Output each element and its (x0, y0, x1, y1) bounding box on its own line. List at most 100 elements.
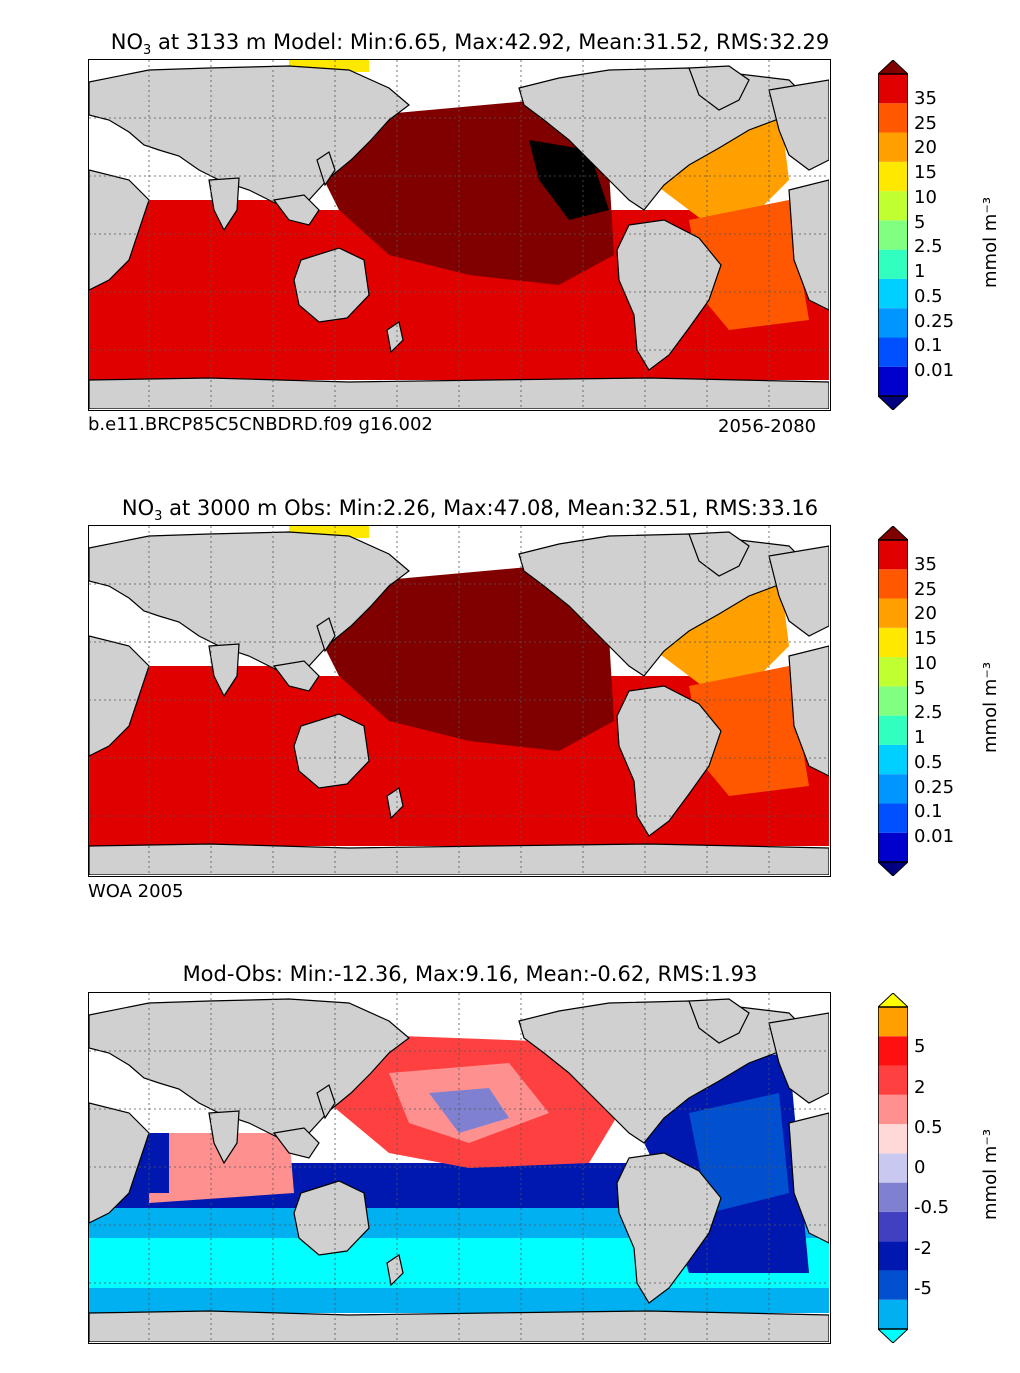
colorbar-tick-label: 5 (914, 1036, 926, 1058)
colorbar-swatch (878, 715, 908, 745)
colorbar-swatch (878, 1241, 908, 1271)
land-africaEast (788, 179, 829, 311)
colorbar-tick-label: 10 (914, 652, 937, 674)
colorbar-swatch (878, 1094, 908, 1125)
colorbar-swatch (878, 686, 908, 716)
model-colorbar (878, 60, 908, 410)
colorbar-tick-label: 5 (914, 677, 926, 699)
field-region-south-atlantic (689, 666, 809, 796)
field-region-indian-ocean (149, 1133, 294, 1203)
field-region-pacific-negative (429, 1088, 509, 1133)
land-india (208, 1110, 240, 1165)
colorbar-swatch (878, 1182, 908, 1212)
colorbar-swatch (878, 1036, 908, 1066)
colorbar-tick-label: 20 (914, 603, 937, 625)
colorbar-swatch (878, 774, 908, 804)
colorbar-swatch (878, 832, 908, 862)
colorbar-tick-label: 0.5 (914, 285, 943, 307)
colorbar-tick-label: 35 (914, 553, 937, 575)
model-colorbar-label: mmol m⁻³ (980, 196, 1001, 288)
colorbar-max-extend (878, 60, 908, 75)
colorbar-swatch (878, 1065, 908, 1095)
colorbar-tick-label: 1 (914, 261, 926, 283)
colorbar-tick-label: -0.5 (914, 1197, 950, 1219)
colorbar-swatch (878, 657, 908, 687)
colorbar-tick-label: 0.1 (914, 335, 943, 357)
colorbar-swatch (878, 308, 908, 338)
land-india (208, 643, 240, 698)
land-africaWest (89, 635, 150, 757)
colorbar-tick-label: 0.5 (914, 1116, 943, 1138)
obs-colorbar-label: mmol m⁻³ (980, 661, 1001, 753)
obs-map (88, 525, 831, 877)
colorbar-swatch (878, 1007, 908, 1037)
land-africaWest (89, 169, 150, 291)
colorbar-swatch (878, 1211, 908, 1242)
land-southAmerica (616, 219, 722, 371)
colorbar-swatch (878, 337, 908, 367)
colorbar-tick-label: 0.25 (914, 776, 955, 798)
colorbar-swatch (878, 74, 908, 104)
colorbar-swatch (878, 1299, 908, 1329)
colorbar-swatch (878, 220, 908, 250)
colorbar-swatch (878, 132, 908, 162)
field-region-atlantic-deep (689, 1093, 789, 1213)
colorbar-tick-label: 25 (914, 578, 937, 600)
colorbar-swatch (878, 540, 908, 570)
field-region-indian-ocean (129, 666, 299, 826)
land-africaEast (788, 645, 829, 777)
colorbar-max-extend (878, 526, 908, 541)
land-australia (293, 713, 370, 789)
land-europe (768, 79, 829, 171)
land-greenland (688, 531, 750, 577)
land-nz (386, 787, 404, 820)
colorbar-tick-label: 5 (914, 211, 926, 233)
colorbar-tick-label: 1 (914, 727, 926, 749)
land-australia (293, 1180, 370, 1256)
colorbar-tick-label: 25 (914, 112, 937, 134)
obs-colorbar (878, 526, 908, 876)
model-period-caption: 2056-2080 (718, 416, 817, 437)
colorbar-tick-label: 15 (914, 628, 937, 650)
land-antarctica (89, 1310, 829, 1342)
field-region-indian-ocean (129, 200, 299, 360)
colorbar-frame (878, 539, 908, 863)
colorbar-tick-label: 2.5 (914, 702, 943, 724)
land-seAsia (272, 660, 320, 692)
land-greenland (688, 65, 750, 111)
colorbar-tick-label: -2 (914, 1237, 932, 1259)
colorbar-frame (878, 73, 908, 397)
colorbar-tick-label: 15 (914, 162, 937, 184)
colorbar-swatch (878, 1153, 908, 1183)
colorbar-swatch (878, 1124, 908, 1154)
colorbar-tick-label: 0 (914, 1157, 926, 1178)
colorbar-tick-label: 35 (914, 87, 937, 109)
colorbar-swatch (878, 744, 908, 775)
colorbar-swatch (878, 803, 908, 833)
land-antarctica (89, 377, 829, 409)
land-africaEast (788, 1112, 829, 1244)
land-antarctica (89, 843, 829, 875)
colorbar-min-extend (878, 861, 908, 876)
panel-3-title: Mod-Obs: Min:-12.36, Max:9.16, Mean:-0.6… (182, 962, 758, 986)
colorbar-tick-label: 0.01 (914, 826, 955, 848)
colorbar-swatch (878, 249, 908, 279)
colorbar-tick-label: 0.01 (914, 360, 955, 382)
colorbar-swatch (878, 191, 908, 221)
colorbar-swatch (878, 569, 908, 599)
colorbar-tick-label: 10 (914, 186, 937, 208)
colorbar-swatch (878, 627, 908, 658)
colorbar-min-extend (878, 395, 908, 410)
obs-source-caption: WOA 2005 (88, 881, 184, 902)
colorbar-tick-label: -5 (914, 1277, 932, 1299)
field-region-north-pacific (319, 566, 614, 751)
colorbar-swatch (878, 278, 908, 309)
colorbar-tick-label: 0.5 (914, 751, 943, 773)
difference-colorbar-label: mmol m⁻³ (980, 1128, 1001, 1220)
land-india (208, 177, 240, 232)
colorbar-tick-label: 20 (914, 137, 937, 159)
land-nz (386, 321, 404, 354)
colorbar-swatch (878, 161, 908, 192)
difference-colorbar (878, 993, 908, 1343)
model-case-caption: b.e11.BRCP85C5CNBDRD.f09 g16.002 (88, 414, 433, 435)
